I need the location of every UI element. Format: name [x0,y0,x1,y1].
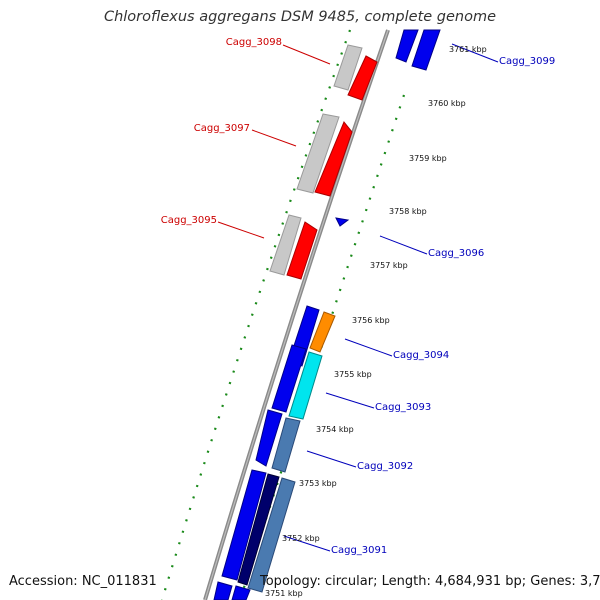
leader-cagg-3098 [282,44,331,65]
leader-cagg-3095 [217,221,265,239]
label-cagg-3091: Cagg_3091 [331,545,387,556]
label-cagg-3094: Cagg_3094 [393,350,449,361]
gene-cagg-3099-b[interactable] [411,29,441,71]
gene-bottom-b[interactable] [231,585,251,600]
leader-cagg-3099 [451,43,499,63]
map-title: Chloroflexus aggregans DSM 9485, complet… [103,9,497,25]
forward-genes [269,44,378,280]
leader-cagg-3097 [251,129,297,147]
position-label: 3752 kbp [282,534,320,543]
gene-cagg-3093[interactable] [288,351,323,420]
gene-cagg-3097[interactable] [314,121,353,197]
gene-cagg-3091-dark[interactable] [237,473,280,586]
gene-cagg-3091[interactable] [247,477,296,593]
leader-cagg-3093 [325,392,375,409]
gene-labels: Cagg_3098 Cagg_3097 Cagg_3095 Cagg_3099 … [161,37,556,556]
position-label: 3751 kbp [265,589,303,598]
gene-cagg-3092[interactable] [271,417,301,473]
label-cagg-3096: Cagg_3096 [428,248,484,259]
label-cagg-3093: Cagg_3093 [375,402,431,413]
gene-bottom-a[interactable] [213,581,233,600]
genome-summary-text: Topology: circular; Length: 4,684,931 bp… [260,574,600,589]
position-label: 3757 kbp [370,261,408,270]
position-label: 3761 kbp [449,45,487,54]
gene-cagg-3096[interactable] [335,217,350,227]
gene-cagg-3091-left[interactable] [221,469,267,581]
leader-cagg-3092 [306,450,357,468]
gene-cagg-3095[interactable] [286,221,318,280]
position-label: 3760 kbp [428,99,466,108]
position-label: 3754 kbp [316,425,354,434]
reverse-genes [213,29,441,600]
gene-cagg-3098[interactable] [347,55,378,101]
gene-cagg-3093-left[interactable] [271,344,307,413]
gene-cagg-3094[interactable] [309,311,336,353]
position-label: 3758 kbp [389,207,427,216]
leader-cagg-3094 [344,338,393,357]
position-label: 3756 kbp [352,316,390,325]
gene-cagg-3097-gray[interactable] [296,113,340,194]
gene-cagg-3092-left[interactable] [255,409,283,467]
label-cagg-3092: Cagg_3092 [357,461,413,472]
label-cagg-3095: Cagg_3095 [161,215,217,226]
genome-backbone [203,29,390,600]
position-label: 3755 kbp [334,370,372,379]
gene-cagg-3098-gray[interactable] [333,44,363,91]
outer-tick-ring [160,29,352,600]
genome-backbone-highlight [204,29,389,600]
label-cagg-3097: Cagg_3097 [194,123,250,134]
accession-text: Accession: NC_011831 [9,574,157,589]
position-label: 3753 kbp [299,479,337,488]
gene-cagg-3095-gray[interactable] [269,214,302,276]
label-cagg-3098: Cagg_3098 [226,37,282,48]
gene-cagg-3099-a[interactable] [395,29,419,63]
position-markers: 3761 kbp 3760 kbp 3759 kbp 3758 kbp 3757… [265,45,487,598]
leader-cagg-3091 [283,535,331,552]
leader-lines [217,43,499,552]
label-cagg-3099: Cagg_3099 [499,56,555,67]
leader-cagg-3096 [379,235,428,255]
position-label: 3759 kbp [409,154,447,163]
